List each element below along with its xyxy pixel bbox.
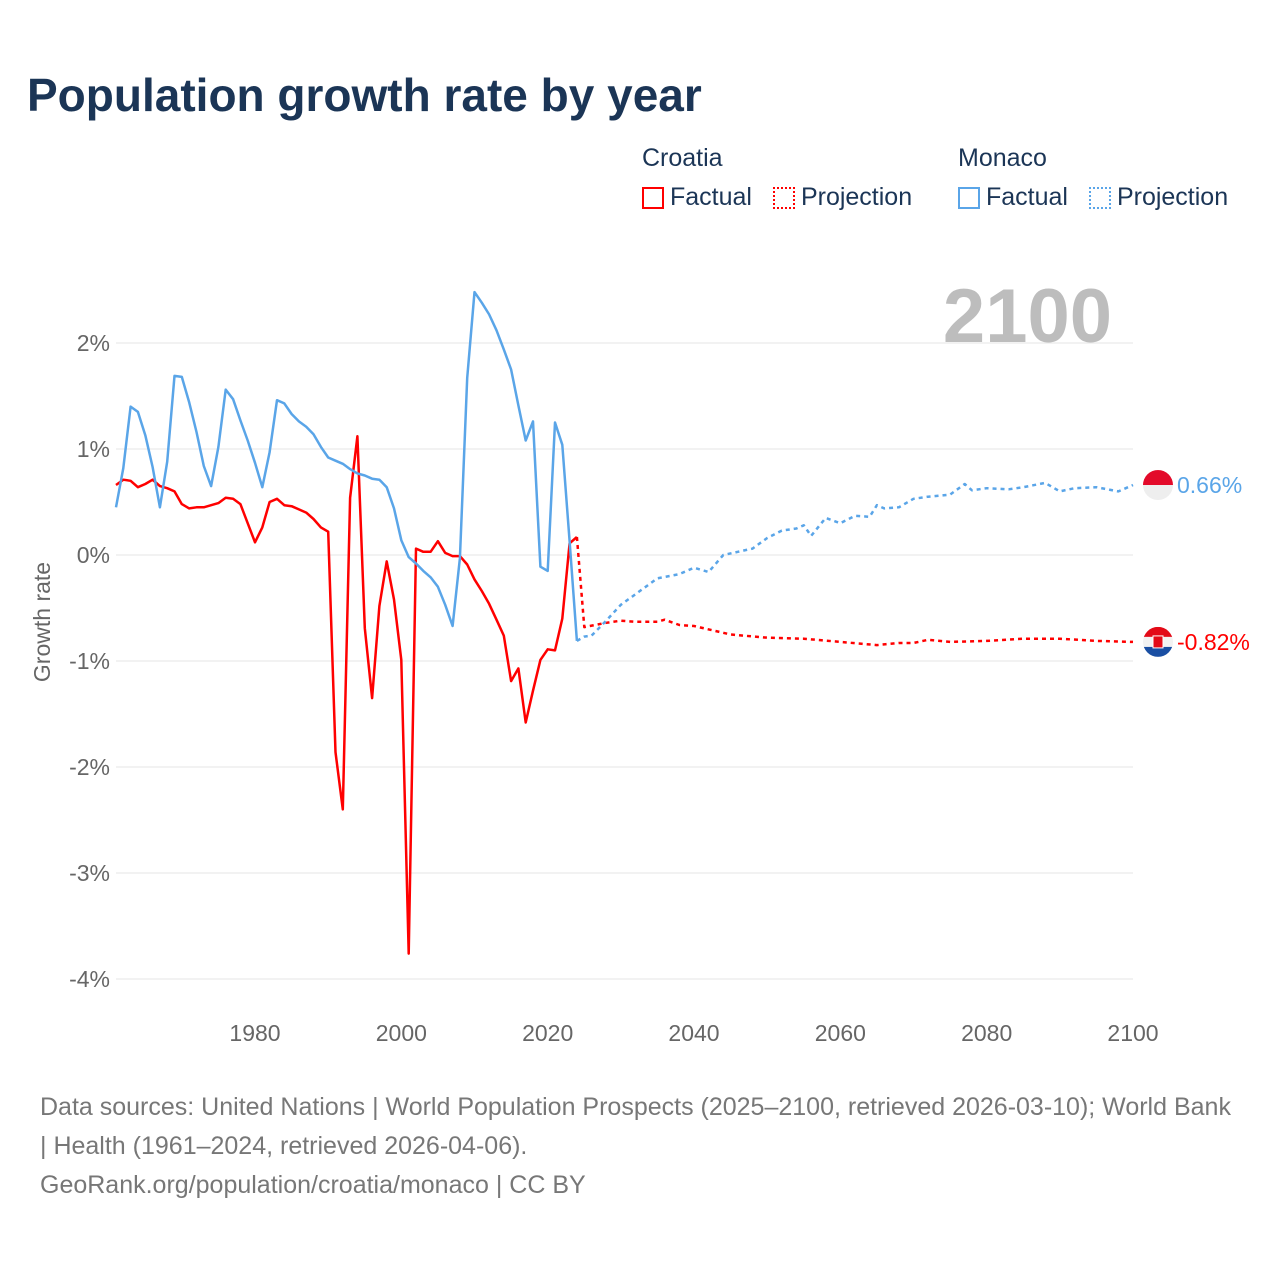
y-axis-label: Growth rate [29,562,55,682]
flag-stripe-blue [1143,646,1173,657]
x-tick-label: 1980 [229,1020,280,1046]
legend-label: Factual [986,183,1068,211]
legend-group-monaco: Monaco Factual Projection [958,144,1228,216]
y-tick-label: -3% [69,860,110,886]
legend-label: Projection [800,183,913,211]
legend-monaco-factual[interactable]: Factual [958,183,1068,212]
legend-croatia-projection[interactable]: Projection [772,183,913,212]
legend-swatch [958,186,980,209]
chart-title: Population growth rate by year [27,69,702,121]
legend-swatch [1088,186,1111,209]
series-line-monaco-factual [114,290,579,641]
legend-swatch [642,186,664,209]
x-tick-label: 2020 [522,1020,573,1046]
x-tick-label: 2080 [961,1020,1012,1046]
data-sources: Data sources: United Nations | World Pop… [40,1093,1231,1160]
footer: Data sources: United Nations | World Pop… [40,1088,1240,1205]
x-tick-label: 2060 [815,1020,866,1046]
year-overlay: 2100 [943,274,1112,359]
legend-swatch [772,186,795,209]
flag-shield [1152,635,1164,649]
croatia-end-label: -0.82% [1177,629,1250,655]
legend-croatia-factual[interactable]: Factual [642,183,752,212]
y-tick-label: 1% [77,436,110,462]
y-tick-label: -4% [69,966,110,992]
legend-group-title: Croatia [642,144,723,172]
x-tick-label: 2000 [376,1020,427,1046]
x-tick-label: 2100 [1107,1020,1158,1046]
series-line-monaco-projection [576,481,1134,642]
croatia-flag-icon [1143,626,1173,657]
series-line-croatia-projection [575,536,1134,647]
y-tick-label: -2% [69,754,110,780]
series-line-croatia-factual [115,435,578,955]
flag-stripe-red [1143,626,1173,637]
source-link[interactable]: GeoRank.org/population/croatia/monaco | … [40,1171,586,1199]
monaco-end-label: 0.66% [1177,472,1242,498]
y-tick-label: 0% [77,542,110,568]
flag-stripe-red [1143,470,1173,486]
y-tick-label: 2% [77,330,110,356]
line-chart: 2% 1% 0% -1% -2% -3% -4% 1980 2000 2020 2040 2060 20… [29,274,1250,1046]
legend-label: Factual [670,183,752,211]
legend-group-croatia: Croatia Factual Projection [642,144,926,216]
legend-monaco-projection[interactable]: Projection [1088,183,1229,212]
legend-group-title: Monaco [958,144,1047,172]
legend-label: Projection [1116,183,1229,211]
flag-stripe-white [1143,485,1173,501]
x-tick-label: 2040 [668,1020,719,1046]
monaco-flag-icon [1143,470,1173,501]
y-tick-label: -1% [69,648,110,674]
